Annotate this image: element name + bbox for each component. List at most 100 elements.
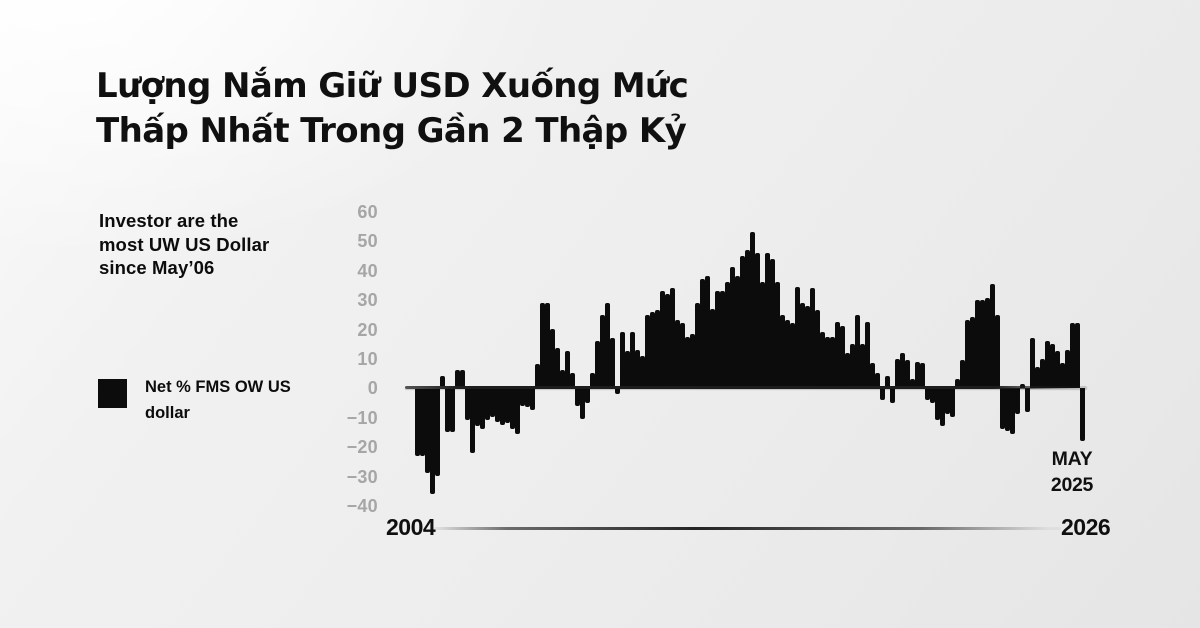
bar: [540, 302, 545, 388]
bar: [890, 388, 895, 403]
bar: [655, 310, 660, 388]
bar: [770, 258, 775, 388]
y-axis-tick-label: 20: [357, 319, 378, 340]
bar: [495, 388, 500, 422]
bar: [520, 388, 525, 406]
bar: [440, 376, 445, 388]
bar: [915, 361, 920, 388]
bar: [740, 255, 745, 388]
bar: [855, 314, 860, 388]
bar: [1045, 340, 1050, 388]
bar: [775, 282, 780, 388]
bar: [585, 388, 590, 403]
bar: [735, 276, 740, 388]
bar: [835, 321, 840, 388]
y-axis-tick-label: −30: [346, 466, 378, 487]
bar: [645, 314, 650, 388]
bar: [555, 348, 560, 388]
bar: [940, 388, 945, 427]
last-bar-annotation: MAY 2025: [1040, 446, 1104, 498]
bar: [790, 323, 795, 388]
chart-subtitle: Investor are the most UW US Dollar since…: [99, 209, 269, 280]
legend-label-line1: Net % FMS OW US: [145, 378, 291, 396]
x-axis-start-label: 2004: [386, 514, 436, 540]
bar: [715, 290, 720, 388]
bar: [1035, 367, 1040, 388]
bar: [960, 360, 965, 388]
bar: [935, 388, 940, 421]
bar: [450, 388, 455, 433]
page-title: Lượng Nắm Giữ USD Xuống Mức Thấp Nhất Tr…: [96, 64, 689, 154]
bar: [595, 340, 600, 388]
bar: [745, 249, 750, 388]
bar: [920, 363, 925, 388]
bar: [795, 286, 800, 388]
bar: [600, 314, 605, 388]
y-axis-tick-label: 50: [357, 231, 378, 252]
legend-label-line2: dollar: [145, 404, 190, 422]
bar: [685, 336, 690, 388]
bar: [785, 320, 790, 388]
bar: [925, 388, 930, 400]
last-bar-annotation-line1: MAY: [1051, 448, 1093, 470]
bar: [570, 373, 575, 388]
legend-label: Net % FMS OW US dollar: [145, 374, 325, 426]
bar: [900, 352, 905, 388]
bar: [780, 314, 785, 388]
bar: [955, 379, 960, 388]
bar: [825, 336, 830, 388]
bar: [710, 308, 715, 388]
bar: [840, 326, 845, 388]
bar: [465, 388, 470, 421]
y-axis-tick-label: −10: [346, 407, 378, 428]
y-axis-tick-label: 40: [357, 260, 378, 281]
zero-baseline: [405, 386, 1087, 389]
page-title-line1: Lượng Nắm Giữ USD Xuống Mức: [96, 66, 689, 106]
bar: [970, 317, 975, 388]
bar: [1010, 388, 1015, 434]
bar: [945, 388, 950, 415]
bar: [990, 283, 995, 388]
bar: [475, 388, 480, 427]
y-axis-tick-label: 60: [357, 202, 378, 222]
bar: [515, 388, 520, 434]
bar: [995, 314, 1000, 388]
bar: [550, 329, 555, 388]
bar: [950, 388, 955, 418]
bar: [1025, 388, 1030, 412]
bar: [640, 355, 645, 388]
bar: [880, 388, 885, 400]
bar: [480, 388, 485, 430]
bar: [700, 279, 705, 388]
bar: [755, 252, 760, 388]
bar: [910, 379, 915, 388]
y-axis-tick-label: 30: [357, 290, 378, 311]
bar: [435, 388, 440, 477]
bar: [650, 311, 655, 388]
bar: [620, 332, 625, 388]
bar: [630, 332, 635, 388]
bar: [525, 388, 530, 408]
bar: [460, 370, 465, 388]
x-axis-line: [431, 527, 1061, 530]
bar: [1050, 343, 1055, 388]
bar: [1065, 349, 1070, 388]
bar: [760, 282, 765, 388]
bar: [500, 388, 505, 425]
bar: [1020, 383, 1025, 388]
bar: [425, 388, 430, 474]
bar: [625, 351, 630, 388]
bar: [505, 388, 510, 424]
bar: [985, 298, 990, 388]
bar: [420, 388, 425, 456]
bar: [705, 276, 710, 388]
y-axis-tick-label: −40: [346, 496, 378, 516]
bar: [870, 363, 875, 388]
x-axis-end-label: 2026: [1061, 514, 1111, 540]
bar: [845, 352, 850, 388]
bar: [1015, 388, 1020, 415]
bar: [680, 323, 685, 388]
bar: [805, 305, 810, 388]
bar: [565, 351, 570, 388]
